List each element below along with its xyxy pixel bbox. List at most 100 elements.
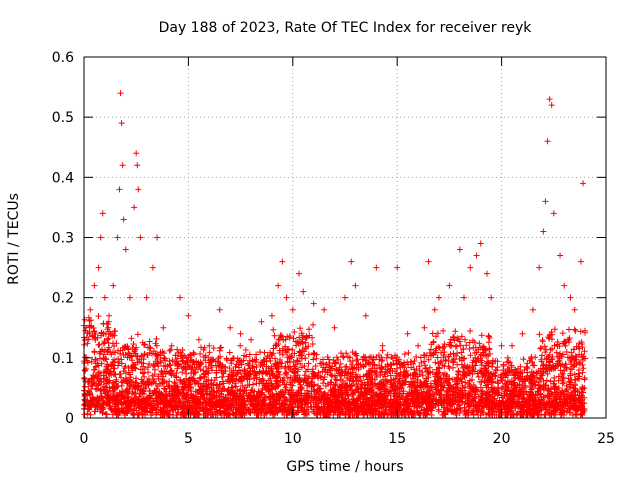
data-point [304,379,311,386]
data-point [559,377,566,384]
data-point [99,404,106,411]
data-point [180,364,187,371]
data-point [403,374,410,381]
data-point [134,359,141,366]
data-point [278,401,285,408]
data-point [401,351,408,358]
data-point [167,402,174,409]
data-point [557,350,564,357]
data-point [553,399,560,406]
data-point [570,398,577,405]
data-point [439,383,446,390]
data-point [455,401,462,408]
data-point [132,350,139,357]
data-point [290,335,297,342]
data-point [140,370,147,377]
data-point [100,340,107,347]
data-point [489,358,496,365]
data-point [535,388,542,395]
data-point [190,392,197,399]
data-point [232,383,239,390]
data-point [492,366,499,373]
data-point [166,378,173,385]
data-point [201,404,208,411]
data-point [411,358,418,365]
data-point [297,325,304,332]
data-point [84,378,91,385]
data-point [302,375,309,382]
data-point [519,411,526,418]
data-point [200,411,207,418]
data-point [195,361,202,368]
data-point [190,349,197,356]
data-point [373,369,380,376]
data-point [313,355,320,362]
data-point [243,409,250,416]
data-point [299,336,306,343]
data-point [321,403,328,410]
data-point [181,378,188,385]
data-point [272,361,279,368]
data-point [342,411,349,418]
data-point [222,396,229,403]
data-point [440,327,447,334]
data-point [306,373,313,380]
data-point [200,367,207,374]
data-point [392,352,399,359]
data-point [538,358,545,365]
data-point [205,365,212,372]
data-point [519,369,526,376]
data-point [146,338,153,345]
data-point [445,380,452,387]
data-point [196,407,203,414]
data-point [230,367,237,374]
data-point [524,391,531,398]
data-point [416,367,423,374]
data-point [450,333,457,340]
data-point [503,391,510,398]
data-point [294,366,301,373]
data-point [275,368,282,375]
data-point [102,389,109,396]
data-point [281,407,288,414]
data-point [375,385,382,392]
data-point [224,402,231,409]
data-point [533,369,540,376]
data-point [242,347,249,354]
data-point [170,405,177,412]
data-point [276,391,283,398]
data-point [414,376,421,383]
data-point [211,393,218,400]
data-point [581,375,588,382]
data-point [482,400,489,407]
data-point [210,411,217,418]
data-point [569,411,576,418]
data-point [163,388,170,395]
data-point [576,340,583,347]
data-point [316,385,323,392]
data-point [312,363,319,370]
data-point [475,355,482,362]
data-point [563,382,570,389]
data-point [485,396,492,403]
data-point [526,406,533,413]
data-point [571,371,578,378]
data-point [252,397,259,404]
data-point [566,378,573,385]
data-point [139,411,146,418]
data-point [197,366,204,373]
data-point [250,375,257,382]
data-point [380,397,387,404]
data-point [497,374,504,381]
data-point [261,358,268,365]
data-point [581,394,588,401]
data-point [512,368,519,375]
data-point [286,389,293,396]
data-point [337,360,344,367]
data-point [554,389,561,396]
data-point [532,354,539,361]
data-point [230,410,237,417]
data-point [286,332,293,339]
data-point [115,362,122,369]
data-point [166,347,173,354]
